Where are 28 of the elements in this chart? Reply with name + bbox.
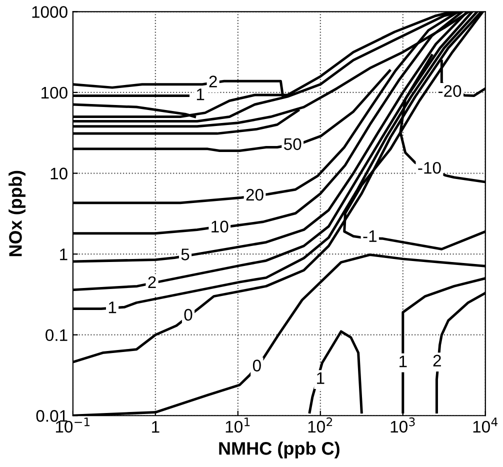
annotation: 10	[212, 220, 228, 232]
y-tick-label: 100	[42, 86, 68, 99]
annotation: 1	[108, 302, 116, 314]
x-tick-label: 10$^{1}$	[226, 418, 250, 433]
annotation: 50	[284, 138, 302, 150]
annotation: 20	[246, 188, 264, 201]
y-tick-label: 1000	[32, 6, 68, 18]
x-axis-title: NMHC (ppb C)	[219, 442, 340, 458]
annotation: -10	[418, 162, 441, 174]
annotation: 0	[184, 308, 192, 321]
y-tick-label: 10	[50, 168, 68, 180]
x-tick-label: 10$^{3}$	[390, 417, 415, 433]
y-axis-title: NOx (ppb)	[8, 170, 26, 256]
annotation: 2	[148, 276, 156, 288]
annotation: 1	[400, 356, 407, 368]
y-tick-label: 1	[60, 248, 68, 260]
annotation: 1	[317, 372, 324, 384]
annotation: 2	[209, 76, 217, 88]
y-tick-label: 0.1	[46, 329, 68, 342]
x-tick-label: 1	[152, 421, 160, 433]
annotation: 2	[433, 354, 441, 366]
annotation: -1	[363, 230, 376, 242]
x-tick-label: 10$^{4}$	[473, 418, 498, 433]
annotation: -20	[438, 85, 462, 97]
annotation: 1	[196, 88, 204, 100]
annotation: 0	[252, 360, 261, 372]
annotation: 5	[181, 248, 190, 260]
x-tick-label: 10$^{2}$	[308, 417, 332, 433]
